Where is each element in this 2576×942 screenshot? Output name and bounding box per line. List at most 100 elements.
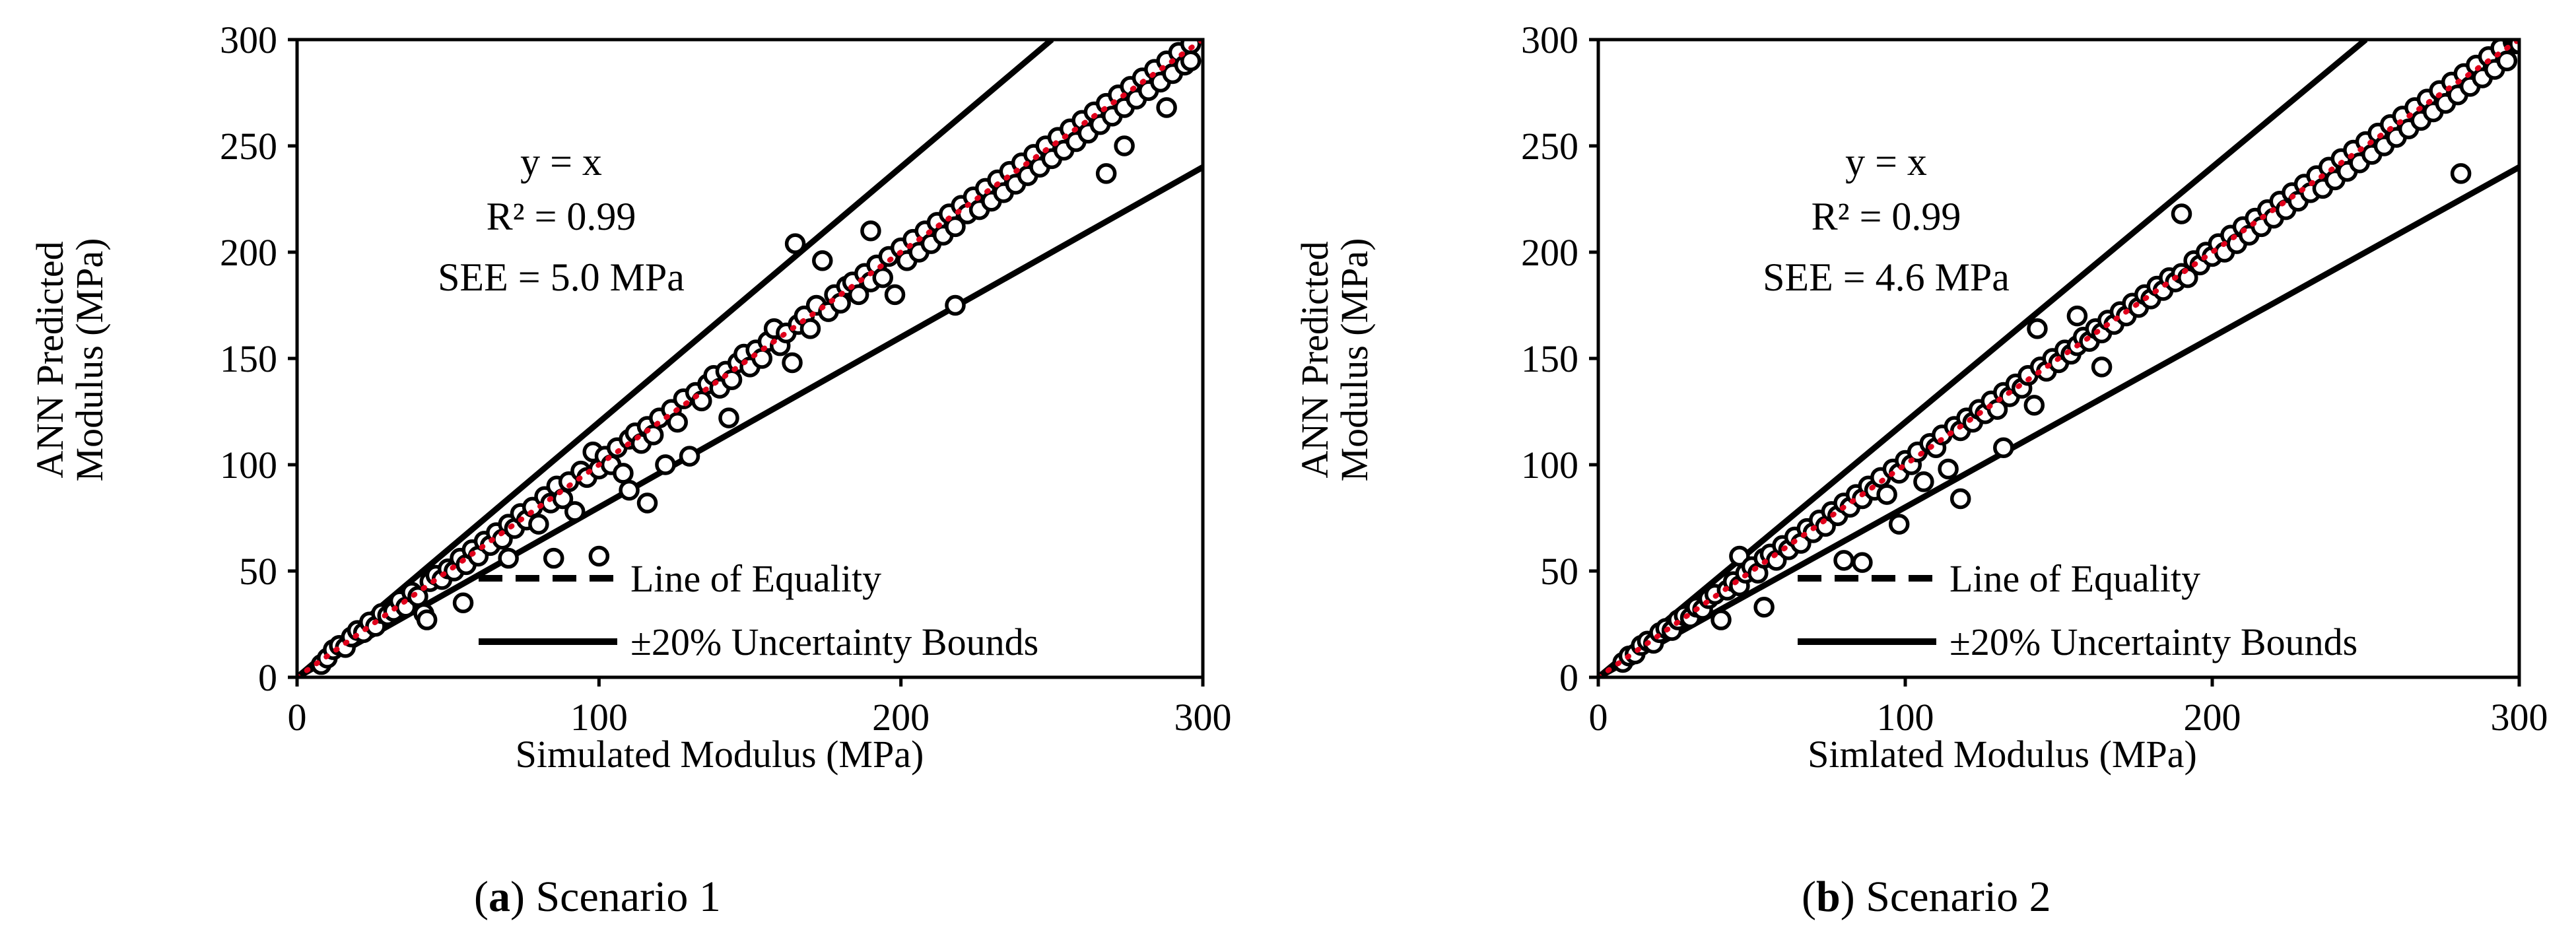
y-axis-label-line2: Modulus (MPa) <box>68 238 111 482</box>
data-point <box>945 216 966 238</box>
upper-bound-line <box>1598 40 2368 677</box>
chart-a: 0 50 100 150 200 250 300 0 100 200 300 ANN Predict… <box>28 18 1232 921</box>
data-point <box>2023 395 2045 416</box>
y-tick-label: 250 <box>1521 125 1578 168</box>
x-axis-label: Simulated Modulus (MPa) <box>516 733 924 776</box>
x-tick-label: 0 <box>288 696 307 739</box>
y-tick-label: 300 <box>1521 18 1578 61</box>
legend-equality-label: Line of Equality <box>1949 557 2200 600</box>
x-tick-label: 300 <box>1174 696 1232 739</box>
data-point <box>619 479 640 501</box>
annotation-line2: R² = 0.99 <box>487 195 636 238</box>
data-point <box>945 294 966 316</box>
annotation-line3: SEE = 5.0 MPa <box>438 255 685 299</box>
data-point <box>2496 50 2518 71</box>
annotation-line1: y = x <box>1845 140 1927 184</box>
plot-area: 0 50 100 150 200 250 300 0 100 200 300 <box>220 18 1232 739</box>
data-point <box>588 545 610 567</box>
data-point <box>528 514 549 535</box>
legend-bounds-label: ±20% Uncertainty Bounds <box>1949 621 2357 663</box>
data-point <box>782 352 803 374</box>
caption-letter: a <box>489 873 510 921</box>
x-tick-label: 100 <box>1877 696 1934 739</box>
chart-b: 0 50 100 150 200 250 300 0 100 200 300 ANN Predict… <box>1293 18 2548 921</box>
data-point <box>1876 484 1897 505</box>
y-axis-label-line1: ANN Predicted <box>1293 241 1336 478</box>
panel-a: 0 50 100 150 200 250 300 0 100 200 300 ANN Predict… <box>28 18 1232 921</box>
x-tick-label: 200 <box>872 696 930 739</box>
y-tick-label: 150 <box>1521 337 1578 380</box>
data-point <box>1156 97 1177 118</box>
upper-bound-line <box>297 40 1054 677</box>
data-point <box>543 547 564 569</box>
data-point <box>2066 305 2088 327</box>
data-point <box>1180 50 1202 71</box>
y-tick-label: 200 <box>220 231 277 274</box>
y-tick-label: 200 <box>1521 231 1578 274</box>
y-tick-label: 300 <box>220 18 277 61</box>
lower-bound-line <box>297 164 1203 677</box>
data-point <box>1753 596 1775 618</box>
y-tick-label: 0 <box>1559 656 1578 699</box>
plot-area: 0 50 100 150 200 250 300 0 100 200 300 <box>1521 18 2548 739</box>
data-point <box>1711 609 1732 630</box>
data-point <box>1852 552 1873 573</box>
caption: (a) Scenario 1 <box>474 873 721 921</box>
y-axis-label-line2: Modulus (MPa) <box>1333 238 1376 482</box>
lower-bound-line <box>1598 164 2519 677</box>
data-point <box>1938 458 1959 480</box>
caption-letter: b <box>1816 873 1841 921</box>
data-point <box>1114 135 1135 156</box>
y-axis-label-line1: ANN Predicted <box>28 241 71 478</box>
data-point <box>679 446 700 467</box>
data-point <box>848 284 869 306</box>
data-point <box>1095 163 1117 184</box>
caption-open: ( <box>1802 873 1816 921</box>
y-tick-label: 50 <box>1540 550 1578 593</box>
data-point <box>1833 550 1854 571</box>
data-point <box>860 220 881 242</box>
data-point <box>1913 471 1934 492</box>
data-point <box>799 318 821 339</box>
y-tick-label: 250 <box>220 125 277 168</box>
y-tick-label: 0 <box>258 656 277 699</box>
caption: (b) Scenario 2 <box>1802 873 2051 921</box>
x-tick-label: 200 <box>2184 696 2241 739</box>
panel-b: 0 50 100 150 200 250 300 0 100 200 300 ANN Predict… <box>1288 0 2576 942</box>
x-tick-label: 300 <box>2491 696 2548 739</box>
caption-close: ) <box>510 873 525 921</box>
plot-clip-group <box>1598 40 2519 677</box>
data-point <box>2091 356 2113 378</box>
legend: Line of Equality ±20% Uncertainty Bounds <box>479 557 1038 663</box>
data-point <box>2171 203 2192 224</box>
legend-equality-label: Line of Equality <box>630 557 881 600</box>
data-point <box>751 348 773 369</box>
legend-bounds-label: ±20% Uncertainty Bounds <box>630 621 1038 663</box>
caption-open: ( <box>474 873 489 921</box>
x-tick-label: 100 <box>570 696 628 739</box>
annotation-line2: R² = 0.99 <box>1812 195 1961 238</box>
data-point <box>812 250 833 271</box>
plot-clip-group <box>297 40 1203 677</box>
annotation-line3: SEE = 4.6 MPa <box>1763 255 2010 299</box>
y-tick-label: 150 <box>220 337 277 380</box>
data-point <box>1949 488 1971 510</box>
data-point <box>498 547 519 569</box>
data-point <box>784 233 806 254</box>
data-point <box>613 463 634 484</box>
data-point <box>636 492 658 514</box>
y-tick-label: 100 <box>220 444 277 487</box>
data-point <box>655 454 676 475</box>
annotation-line1: y = x <box>520 140 602 184</box>
caption-text: Scenario 1 <box>525 873 721 921</box>
data-point <box>1993 437 2014 458</box>
data-point <box>667 411 688 433</box>
caption-close: ) <box>1841 873 1855 921</box>
x-axis-label: Simlated Modulus (MPa) <box>1808 733 2197 776</box>
data-point <box>2027 318 2048 339</box>
data-point <box>884 284 906 306</box>
data-point <box>416 609 438 630</box>
x-tick-label: 0 <box>1589 696 1608 739</box>
y-tick-label: 50 <box>239 550 277 593</box>
caption-text: Scenario 2 <box>1855 873 2051 921</box>
